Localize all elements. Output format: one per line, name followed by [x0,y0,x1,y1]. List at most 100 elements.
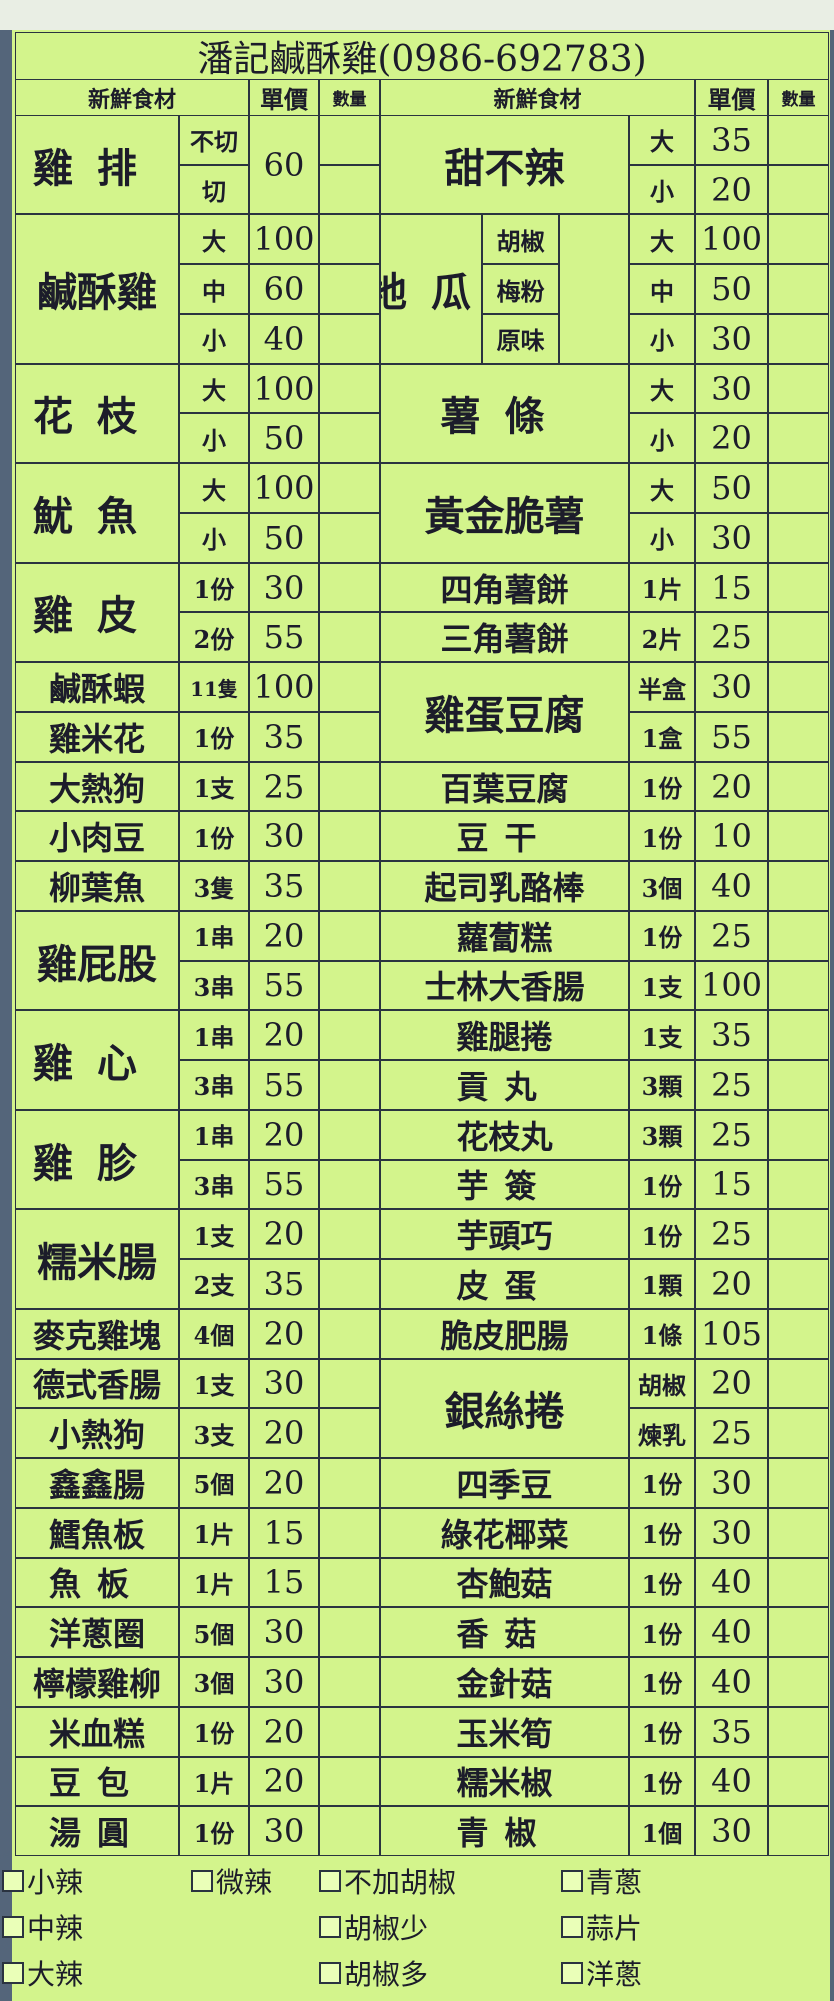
quantity-cell [319,1010,380,1061]
checkbox[interactable] [561,1962,583,1984]
menu-title: 潘記鹹酥雞(0986-692783) [15,32,829,80]
spice-option[interactable]: 小辣 [2,1860,83,1902]
price: 40 [695,1657,768,1707]
option-label: 微辣 [216,1866,273,1899]
price: 35 [695,1010,768,1061]
quantity-cell [319,115,380,165]
item-name: 柳葉魚 [15,861,179,911]
size: 1份 [179,711,249,762]
price: 20 [695,1259,768,1309]
quantity-cell [319,1159,380,1210]
item-name: 鑫鑫腸 [15,1458,179,1508]
price: 30 [695,1507,768,1558]
checkbox[interactable] [319,1916,341,1938]
item-name: 綠花椰菜 [380,1507,629,1558]
size: 小 [629,164,695,215]
size: 小 [629,313,695,364]
spice-option[interactable]: 大辣 [2,1952,83,1994]
quantity-cell [319,1806,380,1856]
checkbox[interactable] [561,1870,583,1892]
quantity-cell [319,512,380,563]
spice-option[interactable]: 青蔥 [561,1860,642,1902]
checkbox[interactable] [561,1916,583,1938]
quantity-cell [768,1408,829,1459]
price: 20 [249,1308,319,1359]
size: 1串 [179,1010,249,1061]
item-name: 甜不辣 [380,115,629,215]
size: 3顆 [629,1109,695,1160]
price: 15 [695,1159,768,1210]
item-name: 蘿蔔糕 [380,910,629,961]
spice-option[interactable]: 中辣 [2,1906,83,1948]
spice-option[interactable]: 不加胡椒 [319,1860,456,1902]
quantity-cell [319,1259,380,1309]
size: 小 [629,512,695,563]
price: 20 [249,1706,319,1757]
column-header: 單價 [249,79,319,116]
quantity-cell [768,711,829,762]
price: 100 [249,463,319,513]
price: 55 [249,1159,319,1210]
size: 5個 [179,1607,249,1658]
item-name: 大熱狗 [15,761,179,812]
quantity-cell [768,1706,829,1757]
checkbox[interactable] [2,1916,24,1938]
item-name: 洋蔥圈 [15,1607,179,1658]
size: 1盒 [629,711,695,762]
item-name: 雞心 [15,1010,179,1110]
option-label: 洋蔥 [586,1958,643,1991]
item-name: 小肉豆 [15,811,179,862]
size: 小 [179,512,249,563]
size: 小 [629,413,695,464]
price: 20 [249,1010,319,1061]
spice-option[interactable]: 洋蔥 [561,1952,642,1994]
spice-option[interactable]: 微辣 [191,1860,272,1902]
quantity-cell [768,861,829,911]
price: 35 [695,115,768,165]
size: 1支 [179,1358,249,1409]
price: 30 [249,811,319,862]
price: 30 [695,1458,768,1508]
item-name: 豆包 [15,1756,179,1807]
item-name: 地瓜 [380,214,483,364]
checkbox[interactable] [191,1870,213,1892]
item-name: 湯圓 [15,1806,179,1856]
price: 20 [695,164,768,215]
item-name: 香菇 [380,1607,629,1658]
spice-option[interactable]: 胡椒多 [319,1952,428,1994]
price: 30 [249,1607,319,1658]
size: 1份 [179,1806,249,1856]
item-name: 德式香腸 [15,1358,179,1409]
checkbox[interactable] [2,1962,24,1984]
item-name: 雞屁股 [15,910,179,1011]
item-name: 雞腿捲 [380,1010,629,1061]
spice-option[interactable]: 蒜片 [561,1906,642,1948]
size: 大 [629,463,695,513]
option-label: 大辣 [27,1958,84,1991]
quantity-cell [768,1756,829,1807]
size: 3隻 [179,861,249,911]
quantity-cell [319,463,380,513]
size: 大 [629,115,695,165]
price: 40 [695,861,768,911]
size: 1支 [629,1010,695,1061]
checkbox[interactable] [319,1962,341,1984]
price: 20 [249,1109,319,1160]
size: 2份 [179,612,249,663]
quantity-cell [768,264,829,314]
price: 100 [695,214,768,265]
size: 1支 [179,1209,249,1260]
quantity-cell [319,1657,380,1707]
checkbox[interactable] [2,1870,24,1892]
price: 20 [695,413,768,464]
spice-option[interactable]: 胡椒少 [319,1906,428,1948]
price: 25 [695,612,768,663]
price: 30 [249,1358,319,1409]
size: 中 [179,264,249,314]
price: 15 [695,562,768,613]
price: 10 [695,811,768,862]
price: 55 [249,960,319,1011]
price: 100 [695,960,768,1011]
checkbox[interactable] [319,1870,341,1892]
quantity-cell [319,413,380,464]
